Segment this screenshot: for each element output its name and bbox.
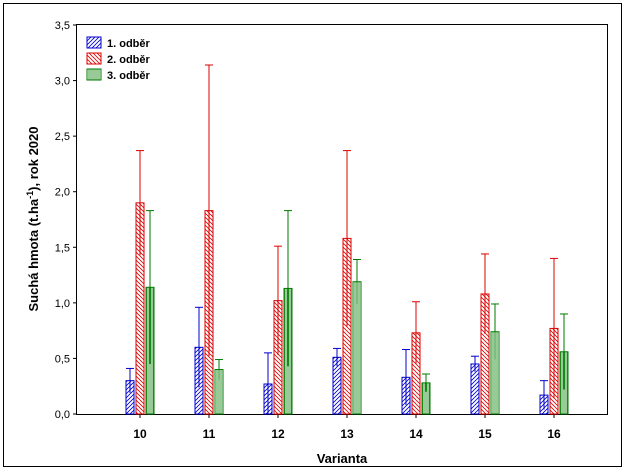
y-tick-label: 0,5 [55, 353, 70, 365]
x-tick-label: 14 [409, 427, 423, 441]
y-tick-label: 3,5 [55, 20, 70, 32]
legend-label: 3. odběr [107, 70, 151, 82]
y-tick-label: 2,5 [55, 131, 70, 143]
y-axis: 0,0 0,5 1,0 1,5 2,0 2,5 3,0 3,5 [55, 20, 77, 421]
outer-frame [3, 3, 622, 467]
legend: 1. odběr 2. odběr 3. odběr [86, 36, 151, 82]
y-tick-label: 2,0 [55, 187, 70, 199]
x-axis: 10 11 12 13 14 15 16 [133, 414, 561, 441]
legend-swatch [86, 52, 102, 65]
y-axis-label: Suchá hmota (t.ha-1), rok 2020 [25, 126, 41, 311]
x-tick-label: 15 [478, 427, 492, 441]
x-tick-label: 10 [133, 427, 147, 441]
x-tick-label: 12 [271, 427, 285, 441]
y-tick-label: 3,0 [55, 76, 70, 88]
x-tick-label: 16 [547, 427, 561, 441]
legend-swatch [86, 68, 102, 81]
x-tick-label: 11 [203, 427, 216, 441]
legend-swatch [86, 36, 102, 49]
legend-label: 2. odběr [107, 54, 151, 66]
plot-frame [76, 24, 608, 415]
y-tick-label: 1,5 [55, 242, 70, 254]
x-axis-label: Varianta [317, 451, 368, 466]
error-bars-group [126, 64, 568, 414]
y-tick-label: 0,0 [55, 409, 70, 421]
y-tick-label: 1,0 [55, 298, 70, 310]
legend-label: 1. odběr [107, 38, 151, 50]
x-tick-label: 13 [340, 427, 354, 441]
